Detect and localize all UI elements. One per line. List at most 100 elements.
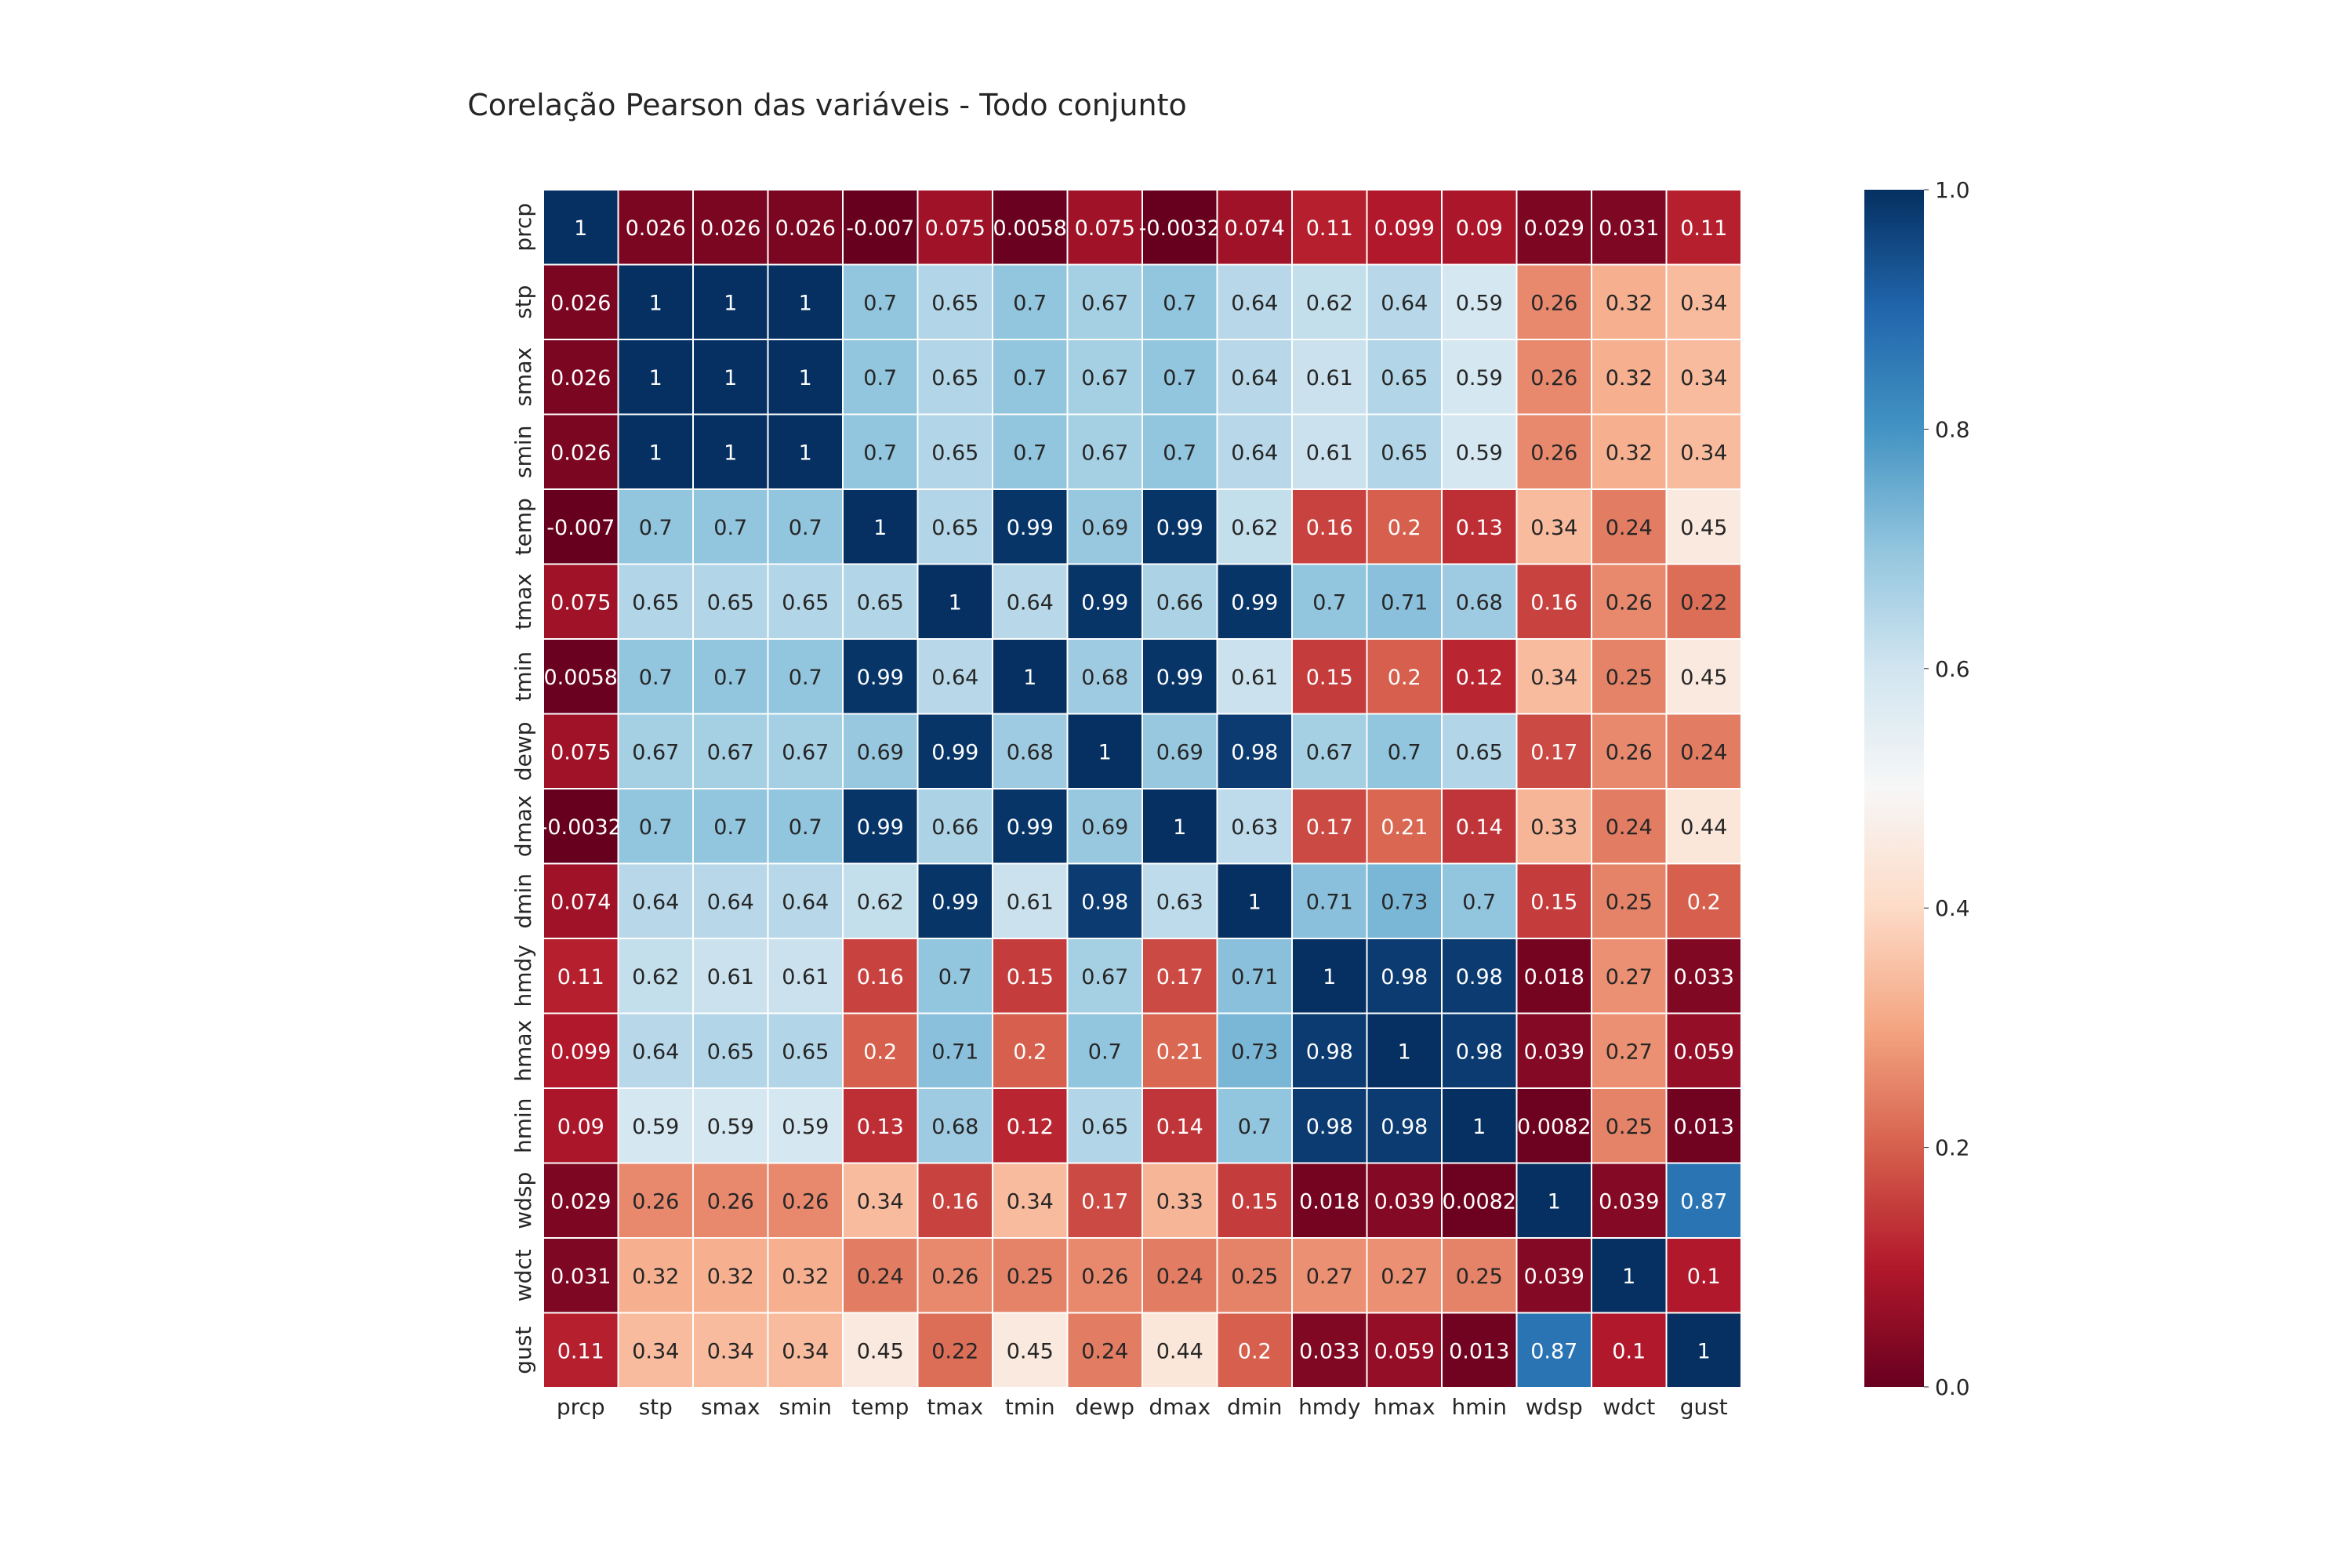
x-tick-label-tmin: tmin [1005,1394,1055,1420]
heatmap-cell-gust-stp [617,1312,694,1388]
cell-value-label: 0.15 [1007,965,1054,989]
cell-value-label: 0.73 [1381,890,1428,914]
cell-value-label: 0.71 [931,1040,978,1064]
cell-value-label: 0.32 [782,1265,829,1289]
cell-value-label: 1 [649,366,662,390]
cell-value-label: 0.09 [1456,216,1503,241]
cell-value-label: 0.26 [1606,590,1653,615]
cell-value-label: 0.7 [639,815,673,840]
cell-value-label: 0.65 [1381,366,1428,390]
cell-value-label: 0.026 [550,291,611,315]
heatmap-cell-tmin-dmax [1142,638,1218,715]
x-tick-label-hmdy: hmdy [1298,1394,1360,1420]
heatmap-cell-stp-tmax [916,263,993,340]
heatmap-cell-wdct-hmax [1366,1237,1443,1314]
x-tick-label-temp: temp [851,1394,909,1420]
heatmap-cell-dmin-tmin [992,862,1069,939]
cell-value-label: 0.22 [1680,590,1727,615]
cell-value-label: 0.34 [632,1339,679,1363]
heatmap-cell-tmin-smax [692,638,769,715]
heatmap-cell-smin-temp [842,413,919,490]
cell-value-label: 1 [1323,965,1336,989]
heatmap-cell-smin-tmax [916,413,993,490]
heatmap-cell-prcp-wdsp [1515,189,1592,266]
heatmap-cell-stp-hmin [1441,263,1518,340]
heatmap-cell-smax-temp [842,339,919,416]
heatmap-cell-smax-wdct [1591,339,1668,416]
cell-value-label: 1 [1398,1040,1411,1064]
heatmap-cell-wdct-stp [617,1237,694,1314]
heatmap-cell-dewp-prcp [543,713,619,789]
cell-value-label: 0.99 [1156,666,1203,690]
cell-value-label: 0.039 [1599,1189,1659,1214]
cell-value-label: 0.99 [857,666,904,690]
heatmap-cell-hmin-wdsp [1515,1087,1592,1164]
x-tick-label-tmax: tmax [927,1394,983,1420]
heatmap-cell-stp-prcp [543,263,619,340]
heatmap-cell-temp-wdsp [1515,488,1592,565]
heatmap-cell-wdsp-hmin [1441,1162,1518,1239]
cell-value-label: 0.7 [1013,291,1047,315]
cell-value-label: 0.67 [1081,366,1128,390]
heatmap-cell-prcp-hmax [1366,189,1443,266]
heatmap-cell-dmax-gust [1665,788,1742,865]
cell-value-label: 0.59 [782,1115,829,1139]
x-tick-label-prcp: prcp [557,1394,605,1420]
cell-value-label: 0.27 [1306,1265,1353,1289]
cell-value-label: 0.7 [863,291,897,315]
cell-value-label: 0.7 [1088,1040,1122,1064]
chart-title: Corelação Pearson das variáveis - Todo c… [467,88,1187,122]
cell-value-label: 0.16 [931,1189,978,1214]
cell-value-label: 0.22 [931,1339,978,1363]
cell-value-label: 0.67 [1306,740,1353,764]
cell-value-label: 0.61 [1306,441,1353,465]
cell-value-label: 0.1 [1612,1339,1646,1363]
heatmap-cell-wdsp-tmax [916,1162,993,1239]
heatmap-cell-hmin-stp [617,1087,694,1164]
heatmap-cell-temp-wdct [1591,488,1668,565]
cell-value-label: 0.7 [1013,366,1047,390]
heatmap-cell-dmin-hmax [1366,862,1443,939]
cell-value-label: 1 [1248,890,1261,914]
cell-value-label: 0.25 [1456,1265,1503,1289]
cell-value-label: 0.018 [1524,965,1584,989]
heatmap-cell-dmax-hmdy [1291,788,1368,865]
cell-value-label: 0.32 [1606,366,1653,390]
cell-value-label: 0.7 [1163,291,1196,315]
heatmap-cell-dewp-tmax [916,713,993,789]
heatmap-cell-tmax-dmax [1142,563,1218,640]
cell-value-label: 0.59 [1456,366,1503,390]
cell-value-label: 0.2 [1388,666,1421,690]
heatmap-cell-smax-gust [1665,339,1742,416]
heatmap-cell-hmax-hmin [1441,1012,1518,1089]
heatmap-cell-tmax-temp [842,563,919,640]
heatmap-cell-gust-gust [1665,1312,1742,1388]
cell-value-label: 0.98 [1381,965,1428,989]
heatmap-cell-dmin-stp [617,862,694,939]
cell-value-label: 0.031 [550,1265,611,1289]
x-tick-label-dewp: dewp [1075,1394,1134,1420]
heatmap-cell-smin-smax [692,413,769,490]
cell-value-label: 0.15 [1306,666,1353,690]
cell-value-label: 0.25 [1007,1265,1054,1289]
cell-value-label: 1 [724,366,737,390]
heatmap-cell-stp-wdct [1591,263,1668,340]
cell-value-label: 0.26 [1081,1265,1128,1289]
colorbar-tick-label: 0.4 [1935,895,1970,921]
heatmap-cell-prcp-dmin [1216,189,1293,266]
heatmap-cell-wdct-wdct [1591,1237,1668,1314]
heatmap-cell-smax-dewp [1066,339,1143,416]
cell-value-label: 0.11 [557,965,604,989]
heatmap-cell-wdct-smax [692,1237,769,1314]
heatmap-cell-wdsp-smin [767,1162,844,1239]
colorbar-tick-label: 0.8 [1935,416,1970,442]
cell-value-label: 0.64 [1007,590,1054,615]
cell-value-label: 0.33 [1156,1189,1203,1214]
cell-value-label: 0.075 [550,740,611,764]
cell-value-label: 0.33 [1530,815,1577,840]
cell-value-label: 0.67 [782,740,829,764]
heatmap-cell-wdsp-smax [692,1162,769,1239]
heatmap-cell-dewp-tmin [992,713,1069,789]
cell-value-label: 0.7 [789,666,822,690]
cell-value-label: 0.98 [1381,1115,1428,1139]
